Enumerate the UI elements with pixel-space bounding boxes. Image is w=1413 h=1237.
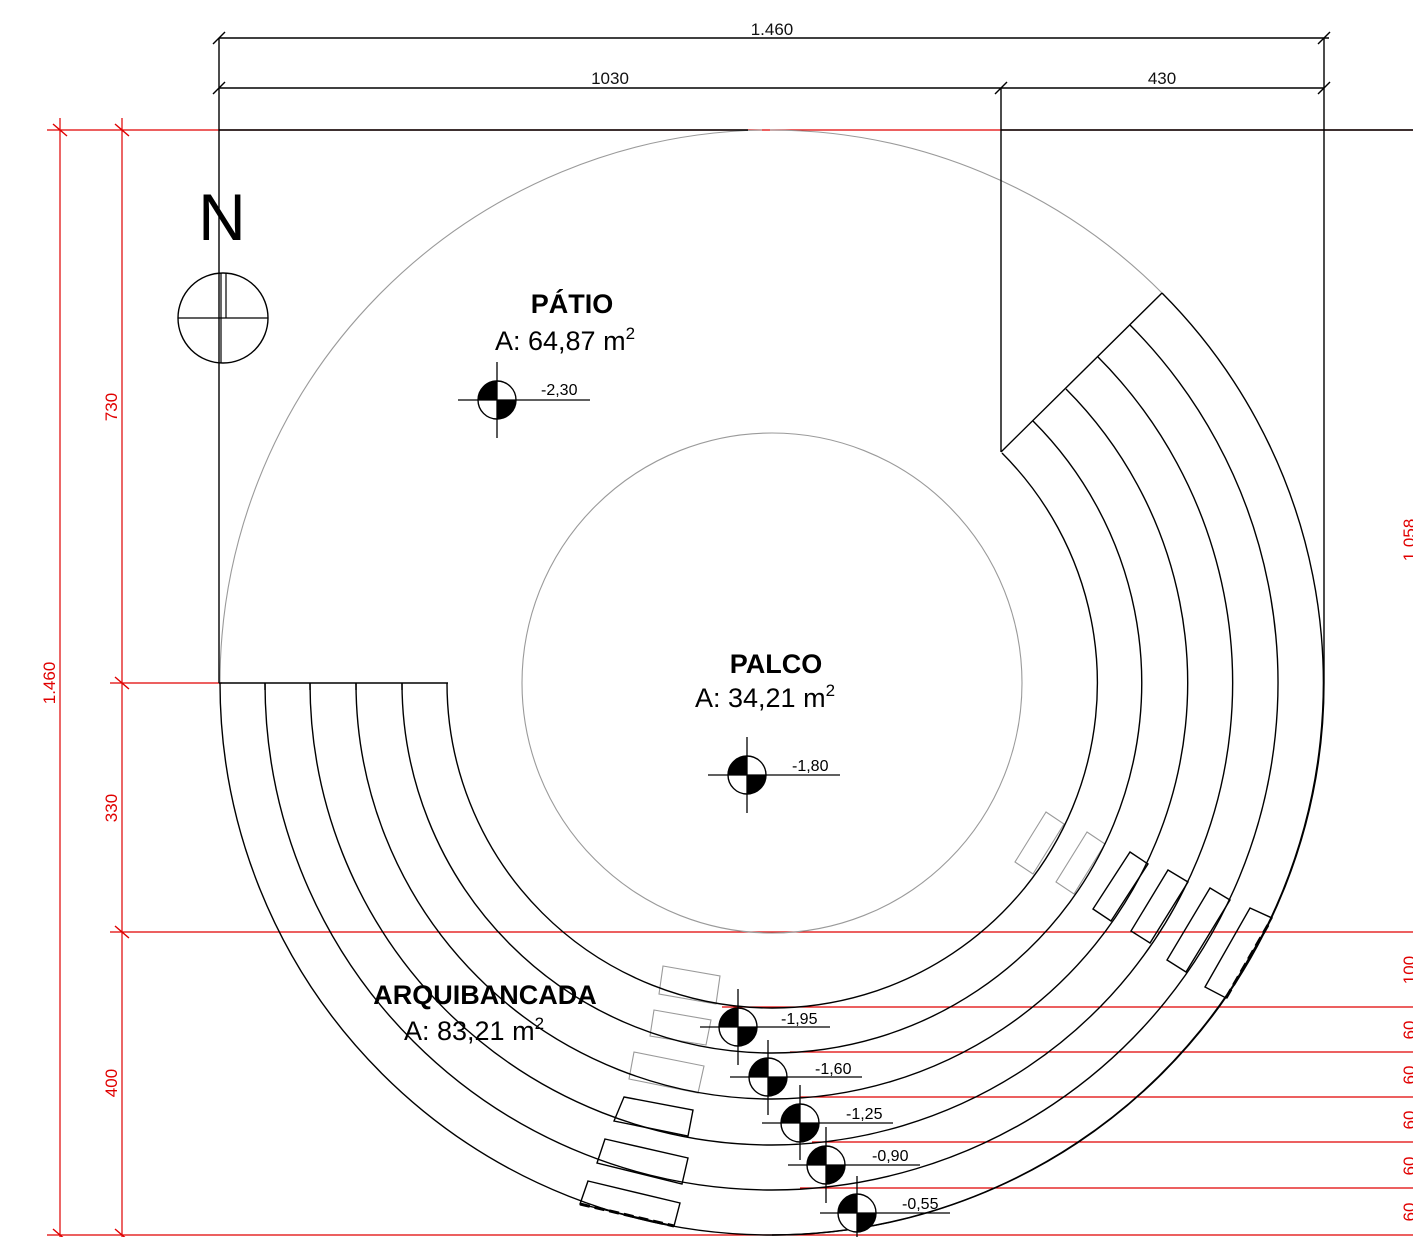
dimension-labels: 1.460 1030 430 1.460 730 330 400 1.058 1…	[40, 20, 1413, 1221]
dim-top-total: 1.460	[751, 20, 794, 39]
room-area: A: 34,21 m	[695, 683, 826, 713]
north-label: N	[198, 180, 246, 254]
level-marker-step-5: -0,55	[820, 1176, 950, 1237]
level-value: -0,90	[872, 1148, 909, 1165]
room-name: PALCO	[730, 649, 823, 679]
level-value: -2,30	[541, 382, 578, 399]
dim-left-total: 1.460	[40, 662, 59, 705]
dim-top-right: 430	[1148, 69, 1176, 88]
svg-text:A: 34,21 m2: A: 34,21 m2	[695, 681, 835, 713]
dim-right-step-4: 60	[1400, 1111, 1413, 1130]
level-marker-patio: -2,30	[458, 362, 590, 438]
dim-left-upper: 730	[102, 393, 121, 421]
room-area: A: 64,87 m	[495, 326, 626, 356]
linework	[212, 31, 1413, 1236]
svg-text:A: 83,21 m2: A: 83,21 m2	[404, 1014, 544, 1046]
north-arrow: N	[177, 180, 269, 364]
room-name: ARQUIBANCADA	[373, 980, 597, 1010]
room-area: A: 83,21 m	[404, 1016, 535, 1046]
level-marker-step-4: -0,90	[788, 1127, 920, 1203]
room-area-unit-sup: 2	[826, 681, 835, 700]
dim-right-step-6: 60	[1400, 1203, 1413, 1222]
level-value: -1,60	[815, 1061, 852, 1078]
svg-text:A: 64,87 m2: A: 64,87 m2	[495, 324, 635, 356]
room-label-palco: PALCO A: 34,21 m2	[695, 649, 835, 713]
dim-right-step-2: 60	[1400, 1021, 1413, 1040]
level-value: -1,95	[781, 1011, 818, 1028]
level-value: -0,55	[902, 1196, 939, 1213]
room-label-patio: PÁTIO A: 64,87 m2	[495, 288, 635, 356]
room-area-unit-sup: 2	[626, 324, 635, 343]
level-marker-palco: -1,80	[708, 737, 840, 813]
room-label-arquibancada: ARQUIBANCADA A: 83,21 m2	[373, 980, 597, 1046]
dim-right-step-3: 60	[1400, 1066, 1413, 1085]
stair-treads-right	[1014, 811, 1106, 895]
room-area-unit-sup: 2	[535, 1014, 544, 1033]
level-value: -1,25	[846, 1106, 883, 1123]
level-marker-step-1: -1,95	[700, 989, 830, 1065]
overhead-lines	[219, 129, 1163, 1094]
level-marker-step-2: -1,60	[730, 1040, 862, 1115]
dim-left-middle: 330	[102, 794, 121, 822]
level-marker-step-3: -1,25	[762, 1085, 893, 1160]
dim-left-lower: 400	[102, 1069, 121, 1097]
dim-right-step-5: 60	[1400, 1157, 1413, 1176]
dim-right-step-1: 100	[1400, 956, 1413, 984]
room-name: PÁTIO	[531, 288, 614, 319]
level-value: -1,80	[792, 758, 829, 775]
dim-right-partial: 1.058	[1400, 519, 1413, 562]
dim-top-left: 1030	[591, 69, 629, 88]
